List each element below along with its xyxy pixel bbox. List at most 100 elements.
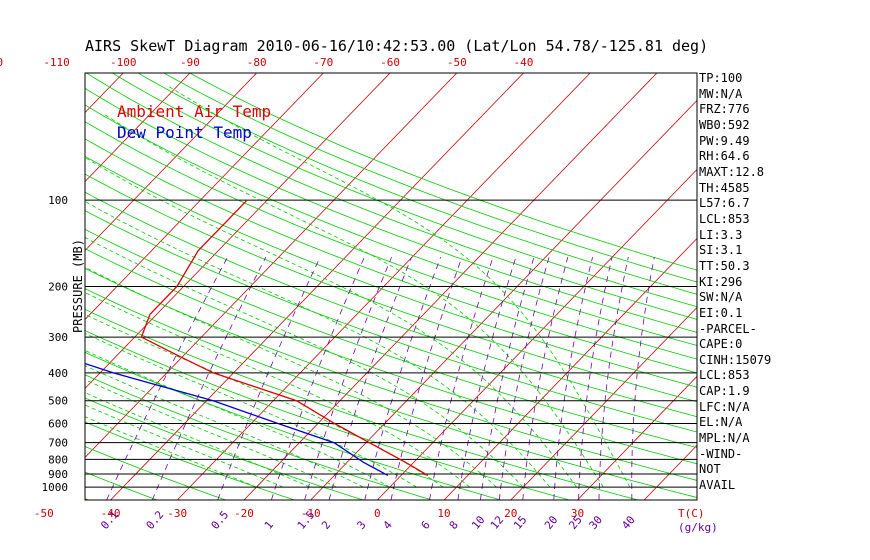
dry-adiabat-line [85, 210, 697, 433]
temperature-tick-label: -110 [43, 56, 70, 69]
temperature-tick-label: -20 [234, 507, 254, 520]
y-axis-label: PRESSURE (MB) [71, 239, 85, 333]
sounding-index-line: MAXT:12.8 [699, 164, 765, 179]
mixing-ratio-label: 3 [354, 518, 368, 531]
mixing-ratio-label: 2 [319, 518, 333, 531]
mixing-ratio-unit-label: (g/kg) [678, 521, 718, 534]
mixing-ratio-label: 30 [587, 513, 605, 532]
mixing-ratio-line [457, 256, 517, 500]
temperature-tick-label: 30 [571, 507, 584, 520]
dry-adiabat-line [189, 73, 697, 271]
dry-adiabat-line [85, 421, 295, 500]
dry-adiabat-line [85, 351, 501, 500]
moist-adiabat-line [85, 416, 257, 488]
pressure-tick-label: 400 [48, 367, 68, 380]
temperature-tick-label: 20 [504, 507, 517, 520]
dry-adiabat-line [85, 191, 697, 418]
pressure-tick-label: 600 [48, 417, 68, 430]
temperature-tick-label: -100 [110, 56, 137, 69]
temperature-tick-label: -70 [313, 56, 333, 69]
dry-adiabat-line [85, 330, 570, 500]
moist-adiabat-line [85, 292, 471, 488]
moist-adiabat-line [85, 313, 444, 488]
sounding-index-line: WB0:592 [699, 117, 750, 132]
dry-adiabat-line [137, 73, 697, 295]
pressure-tick-label: 700 [48, 437, 68, 450]
dewpoint-line [85, 362, 389, 476]
mixing-ratio-label: 0.5 [209, 508, 232, 532]
dry-adiabat-line [85, 87, 697, 333]
temperature-tick-labels-top: -120 -110 -100 -90 -80 -70 -60 -50 -40 [0, 56, 533, 69]
sounding-index-line: CAPE:0 [699, 337, 743, 352]
sounding-index-line: SW:N/A [699, 290, 743, 305]
x-axis-unit-label: T(C) [678, 507, 705, 520]
moist-adiabat-line [85, 392, 310, 488]
sounding-index-line: MW:N/A [699, 86, 743, 101]
mixing-ratio-line [578, 257, 613, 500]
temperature-tick-label: -120 [0, 56, 3, 69]
moist-adiabat-line [85, 201, 551, 488]
temperature-tick-label: -90 [180, 56, 200, 69]
sounding-index-line: MPL:N/A [699, 431, 750, 446]
moist-adiabat-line [85, 236, 524, 488]
sounding-index-line: KI:296 [699, 274, 743, 289]
isotherm-line [85, 73, 257, 252]
sounding-index-line: LCL:853 [699, 211, 750, 226]
dry-adiabat-line [112, 73, 697, 308]
temperature-tick-labels-bottom: -50 -40 -30 -20 -10 0 10 20 30 [34, 507, 584, 520]
mixing-ratio-line [304, 256, 392, 500]
sounding-index-line: -WIND- [699, 446, 743, 461]
dry-adiabat-line [85, 228, 697, 449]
mixing-ratio-label: 40 [619, 513, 637, 532]
moist-adiabat-line [85, 404, 284, 488]
mixing-ratio-label: 1 [262, 518, 276, 531]
mixing-ratio-line [631, 257, 655, 500]
sounding-index-line: EL:N/A [699, 415, 743, 430]
dry-adiabat-line [86, 73, 697, 320]
dry-adiabat-line [0, 73, 20, 500]
moist-adiabat-line [85, 379, 337, 488]
mixing-ratio-label: 4 [381, 518, 395, 532]
mixing-ratio-line [522, 256, 569, 500]
dry-adiabat-line [85, 248, 697, 465]
dry-adiabat-line [85, 173, 697, 403]
temperature-tick-label: -10 [301, 507, 321, 520]
sounding-indices-panel: TP:100 MW:N/A FRZ:776 WB0:592 PW:9.49 RH:64.6… [699, 71, 869, 494]
mixing-ratio-label: 10 [469, 513, 487, 532]
dry-adiabat-line [85, 267, 697, 481]
mixing-ratio-line [328, 256, 412, 500]
chart-title: AIRS SkewT Diagram 2010-06-16/10:42:53.0… [85, 37, 708, 55]
isotherm-line [85, 73, 191, 183]
pressure-tick-label: 200 [48, 281, 68, 294]
mixing-ratio-line [553, 257, 593, 500]
moist-adiabat-line [85, 349, 390, 488]
temperature-tick-label: -40 [514, 56, 534, 69]
temperature-tick-label: -80 [247, 56, 267, 69]
mixing-ratio-line [106, 256, 228, 500]
legend-temperature: Ambient Air Temp [117, 102, 271, 121]
sounding-index-line: CAP:1.9 [699, 384, 750, 399]
sounding-index-line: FRZ:776 [699, 102, 750, 117]
mixing-ratio-label: 8 [447, 518, 461, 531]
dry-adiabat-line [85, 374, 433, 500]
sounding-index-line: CINH:15079 [699, 352, 772, 367]
isobar-lines [85, 199, 697, 488]
pressure-tick-label: 900 [48, 468, 68, 481]
sounding-index-line: NOT [699, 462, 721, 477]
mixing-ratio-line [598, 257, 629, 500]
temperature-tick-label: -50 [34, 507, 54, 520]
sounding-index-line: TH:4585 [699, 180, 750, 195]
mixing-ratio-label: 20 [542, 513, 560, 532]
sounding-index-line: TT:50.3 [699, 258, 750, 273]
moist-adiabat-line [102, 113, 604, 488]
dry-adiabat-line [85, 104, 697, 346]
temperature-tick-label: 10 [437, 507, 450, 520]
temperature-tick-label: -50 [447, 56, 467, 69]
pressure-tick-label: 1000 [42, 481, 69, 494]
sounding-index-line: LCL:853 [699, 368, 750, 383]
sounding-index-line: TP:100 [699, 71, 743, 85]
mixing-ratio-line [429, 256, 494, 500]
dry-adiabat-line [85, 397, 364, 500]
temperature-tick-label: -60 [380, 56, 400, 69]
